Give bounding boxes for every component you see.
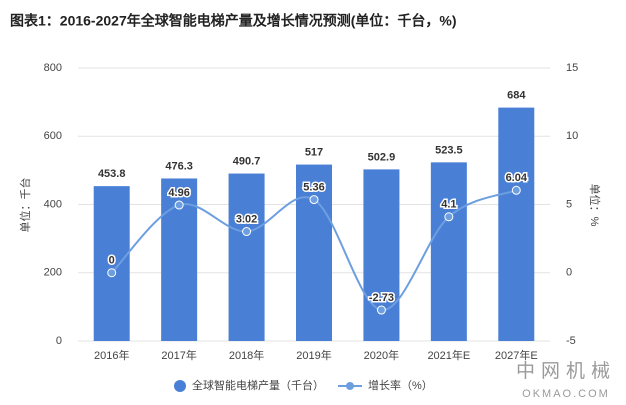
x-tick-label: 2020年 <box>364 348 399 362</box>
y2-tick-label: 5 <box>566 198 572 210</box>
y2-tick-label: 10 <box>566 130 578 142</box>
bar-value-label: 453.8 <box>98 168 126 180</box>
bar <box>363 169 400 341</box>
y2-axis-label: 单位：% <box>588 184 602 227</box>
line-value-label: 3.02 <box>236 213 257 225</box>
bar-value-label: 517 <box>305 146 323 158</box>
line-value-label: 5.36 <box>303 181 324 193</box>
line-point <box>242 227 252 237</box>
bar-value-label: 476.3 <box>165 160 193 172</box>
line-point <box>107 268 117 278</box>
line-value-label: 4.1 <box>441 199 456 211</box>
y2-tick-label: -5 <box>566 335 576 347</box>
line-point <box>444 212 454 222</box>
legend-label: 增长率（%） <box>368 378 433 392</box>
line-value-label: 6.04 <box>506 172 528 184</box>
x-tick-label: 2018年 <box>229 348 264 362</box>
chart-title: 图表1：2016-2027年全球智能电梯产量及增长情况预测(单位：千台，%) <box>10 13 457 29</box>
legend-marker <box>174 380 186 392</box>
bar <box>296 164 332 341</box>
line-value-label: 0 <box>109 255 115 267</box>
bar <box>93 186 130 341</box>
bar-value-label: 502.9 <box>368 151 396 163</box>
y-tick-label: 200 <box>44 267 62 279</box>
line-point <box>309 195 319 205</box>
line-value-label: 4.96 <box>168 187 189 199</box>
y2-tick-label: 0 <box>566 267 572 279</box>
bar-value-label: 490.7 <box>233 155 261 167</box>
bar <box>228 173 265 341</box>
legend-marker <box>346 382 354 390</box>
line-value-label: -2.73 <box>369 292 394 304</box>
y-axis-label: 单位：千台 <box>18 178 32 233</box>
logo-url: OKMAO.COM <box>522 388 610 400</box>
y-tick-label: 600 <box>44 130 62 142</box>
legend-label: 全球智能电梯产量（千台） <box>192 378 324 392</box>
y-tick-label: 0 <box>56 335 62 347</box>
x-tick-label: 2017年 <box>161 348 196 362</box>
x-tick-label: 2016年 <box>94 348 129 362</box>
bar <box>430 162 467 341</box>
x-tick-label: 2027年E <box>495 348 538 362</box>
x-tick-label: 2019年 <box>296 348 331 362</box>
line-point <box>174 200 184 210</box>
y2-tick-label: 15 <box>566 62 578 74</box>
y-tick-label: 400 <box>44 198 62 210</box>
bar-value-label: 684 <box>507 89 526 101</box>
y-tick-label: 800 <box>44 62 62 74</box>
x-tick-label: 2021年E <box>427 348 470 362</box>
logo-name: 中网机械 <box>516 360 616 382</box>
line-point <box>376 305 386 315</box>
bar <box>498 107 535 342</box>
line-point <box>511 185 521 195</box>
bar-value-label: 523.5 <box>435 144 463 156</box>
